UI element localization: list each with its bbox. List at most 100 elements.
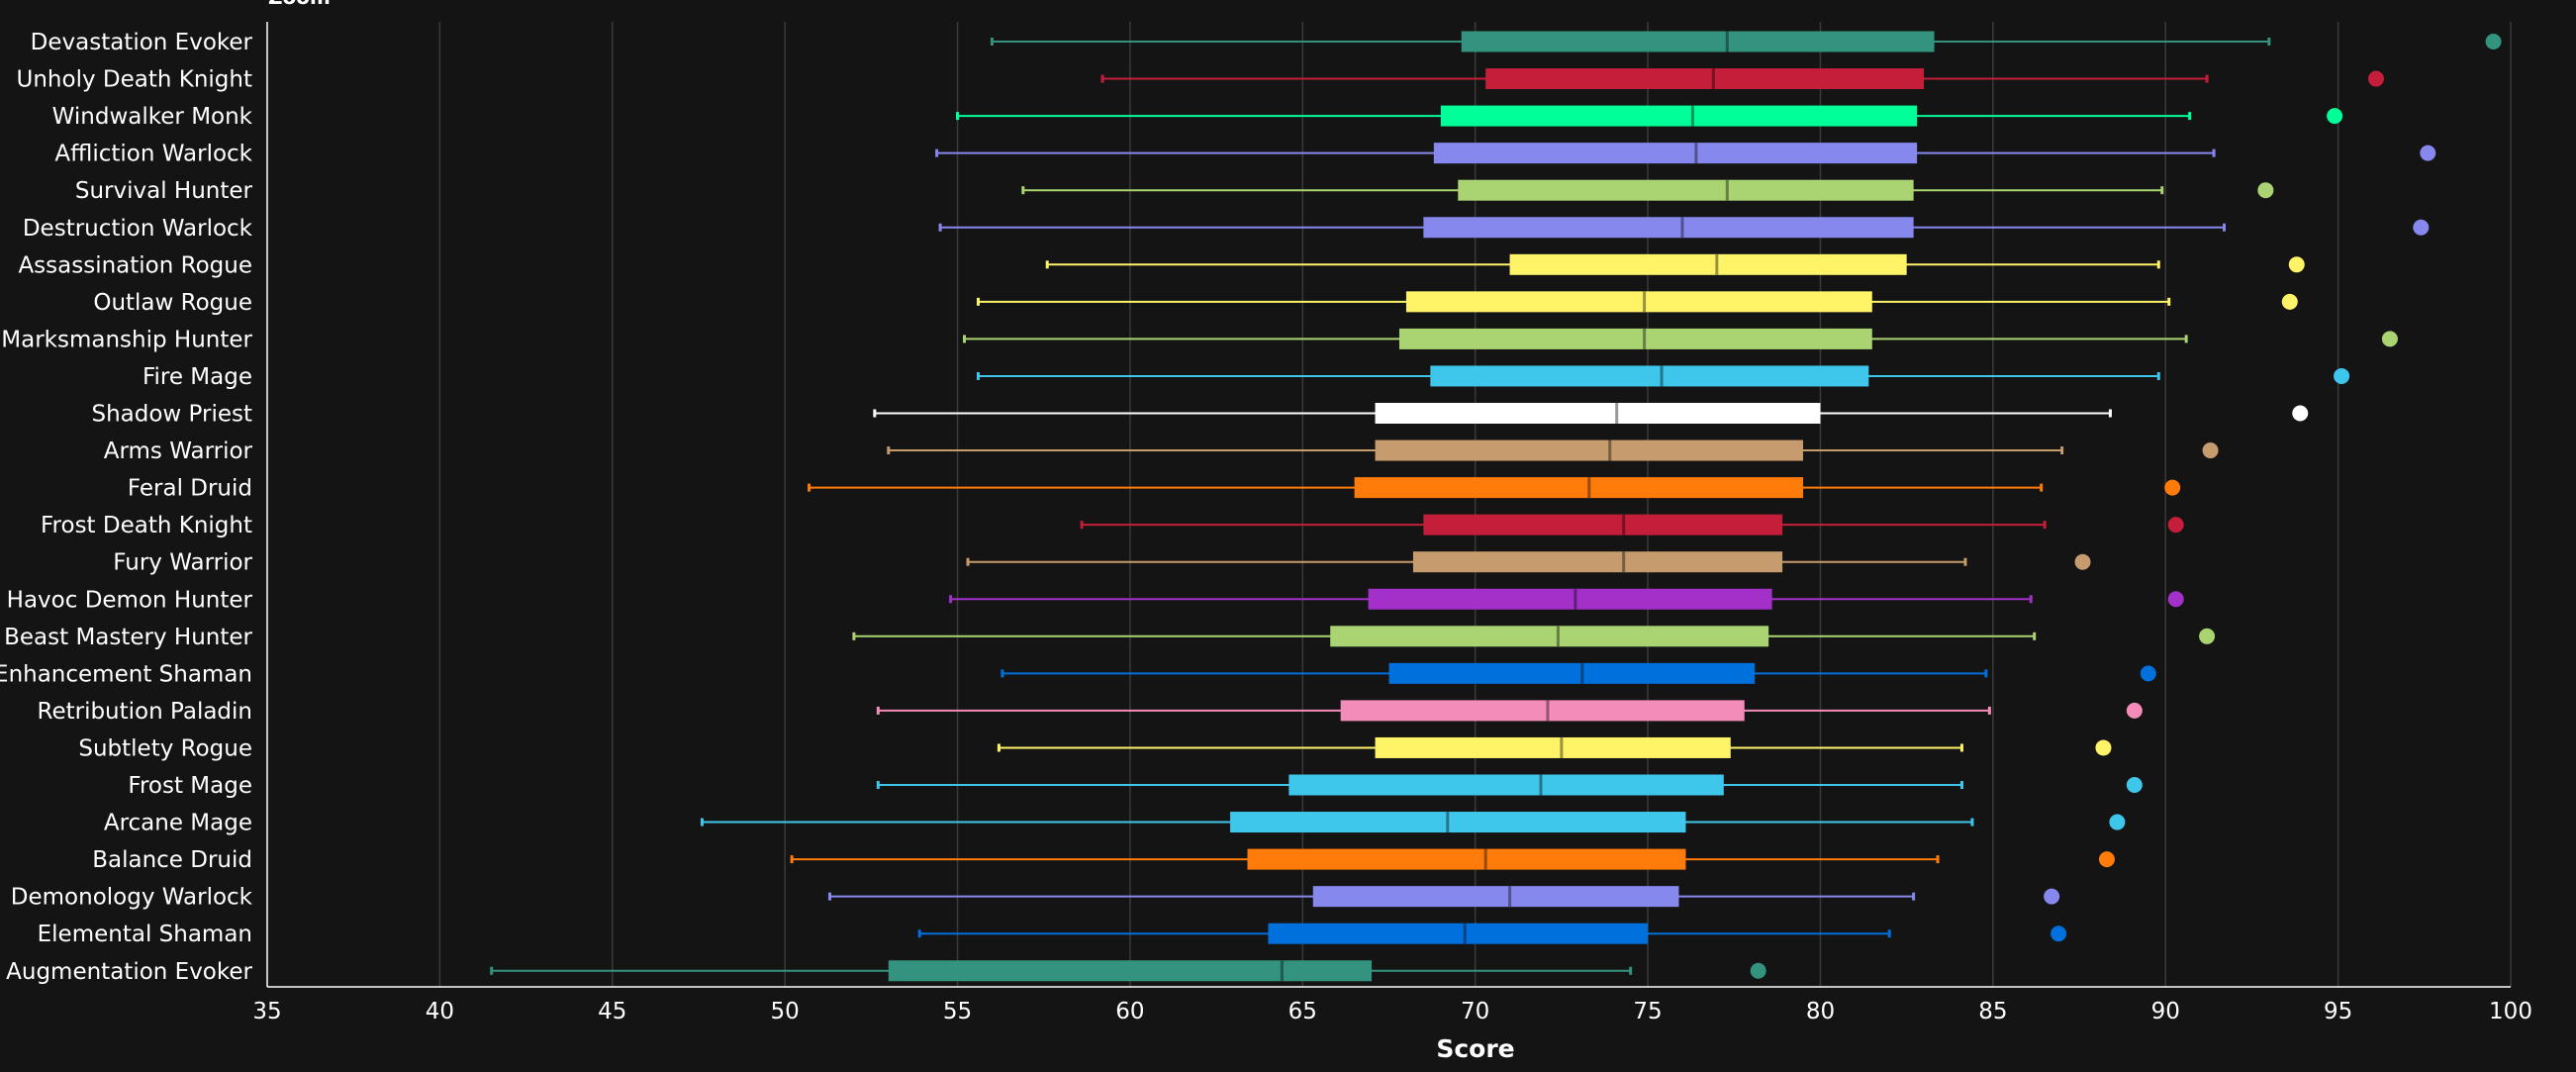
x-tick-label: 55	[943, 999, 972, 1024]
box-row	[976, 365, 2350, 387]
x-axis-ticks: 35 40 45 50 55 60 65 70 75 80 85 90 95 100	[252, 999, 2532, 1024]
box-row	[963, 328, 2398, 349]
category-label: Frost Death Knight	[41, 513, 252, 538]
category-label: Devastation Evoker	[31, 30, 253, 55]
category-label: Assassination Rogue	[18, 252, 252, 278]
outlier-point	[2281, 293, 2298, 310]
iqr-box	[1398, 328, 1872, 349]
box-row	[1021, 179, 2274, 201]
iqr-box	[1440, 105, 1918, 127]
iqr-box	[888, 960, 1373, 982]
category-label: Unholy Death Knight	[17, 67, 252, 93]
box-row	[827, 886, 2060, 908]
box-row	[966, 551, 2091, 573]
category-labels: Devastation Evoker Unholy Death Knight Win…	[0, 30, 253, 985]
iqr-box	[1423, 514, 1783, 536]
iqr-box	[1330, 626, 1769, 647]
category-label: Havoc Demon Hunter	[7, 587, 253, 613]
category-label: Frost Mage	[128, 773, 252, 799]
iqr-box	[1388, 662, 1756, 684]
box-row	[976, 291, 2298, 313]
box-row	[1100, 68, 2384, 90]
box-row	[1080, 514, 2184, 536]
outlier-point	[2420, 145, 2436, 161]
outlier-point	[2074, 553, 2091, 570]
outlier-point	[2098, 851, 2115, 868]
outlier-point	[2126, 777, 2143, 793]
box-row	[990, 31, 2502, 52]
box-row	[790, 848, 2115, 870]
outlier-point	[2167, 591, 2184, 608]
iqr-box	[1368, 588, 1772, 610]
iqr-box	[1375, 736, 1731, 758]
box-row	[876, 700, 2143, 722]
iqr-box	[1375, 403, 1821, 424]
outlier-point	[2334, 367, 2350, 384]
category-label: Subtlety Rogue	[78, 735, 252, 761]
x-tick-label: 50	[771, 999, 800, 1024]
box-row	[949, 588, 2184, 610]
box-row	[935, 143, 2436, 164]
outlier-point	[2140, 665, 2156, 682]
iqr-box	[1405, 291, 1872, 313]
iqr-box	[1509, 253, 1907, 275]
iqr-box	[1340, 700, 1745, 722]
iqr-box	[1230, 812, 1686, 833]
box-row	[956, 105, 2343, 127]
box-row	[938, 217, 2430, 239]
x-axis-title: Score	[1436, 1034, 1514, 1063]
outlier-point	[2292, 405, 2309, 422]
x-tick-label: 90	[2151, 999, 2180, 1024]
outlier-point	[2109, 814, 2126, 830]
x-tick-label: 45	[598, 999, 626, 1024]
outlier-point	[2413, 219, 2430, 236]
category-label: Fire Mage	[143, 364, 252, 390]
box-row	[997, 736, 2112, 758]
iqr-box	[1312, 886, 1679, 908]
box-row	[808, 477, 2181, 499]
category-label: Beast Mastery Hunter	[4, 625, 252, 650]
outlier-point	[2126, 702, 2143, 719]
x-tick-label: 100	[2489, 999, 2532, 1024]
box-row	[1045, 253, 2305, 275]
box-row	[917, 923, 2067, 944]
category-label: Windwalker Monk	[52, 104, 253, 130]
iqr-box	[1412, 551, 1783, 573]
iqr-box	[1485, 68, 1925, 90]
category-label: Marksmanship Hunter	[1, 327, 252, 352]
outlier-point	[2044, 888, 2060, 905]
box-row	[876, 774, 2143, 796]
x-tick-label: 80	[1806, 999, 1835, 1024]
outlier-point	[2485, 34, 2502, 49]
chart-top-cut-text: Zoom	[268, 0, 331, 9]
category-label: Destruction Warlock	[23, 216, 253, 242]
iqr-box	[1354, 477, 1804, 499]
x-tick-label: 75	[1633, 999, 1662, 1024]
category-label: Fury Warrior	[113, 550, 252, 576]
iqr-box	[1458, 179, 1914, 201]
x-tick-label: 70	[1461, 999, 1489, 1024]
outlier-point	[1750, 962, 1766, 979]
outlier-point	[2327, 108, 2343, 125]
iqr-box	[1461, 31, 1935, 52]
category-label: Affliction Warlock	[54, 142, 252, 167]
category-label: Elemental Shaman	[38, 922, 252, 947]
outlier-point	[2381, 331, 2398, 347]
category-label: Survival Hunter	[75, 178, 253, 204]
x-tick-label: 40	[426, 999, 454, 1024]
outlier-point	[2199, 628, 2216, 644]
outlier-point	[2367, 70, 2384, 87]
outlier-point	[2051, 926, 2067, 942]
category-label: Shadow Priest	[91, 402, 252, 428]
category-label: Retribution Paladin	[38, 699, 253, 725]
outlier-point	[2202, 442, 2219, 459]
category-label: Outlaw Rogue	[93, 290, 252, 316]
outlier-point	[2164, 479, 2181, 496]
box-row	[887, 439, 2219, 461]
box-row	[873, 403, 2309, 424]
gridlines	[266, 22, 2512, 988]
iqr-box	[1288, 774, 1724, 796]
x-tick-label: 85	[1978, 999, 2007, 1024]
box-row	[1001, 662, 2156, 684]
